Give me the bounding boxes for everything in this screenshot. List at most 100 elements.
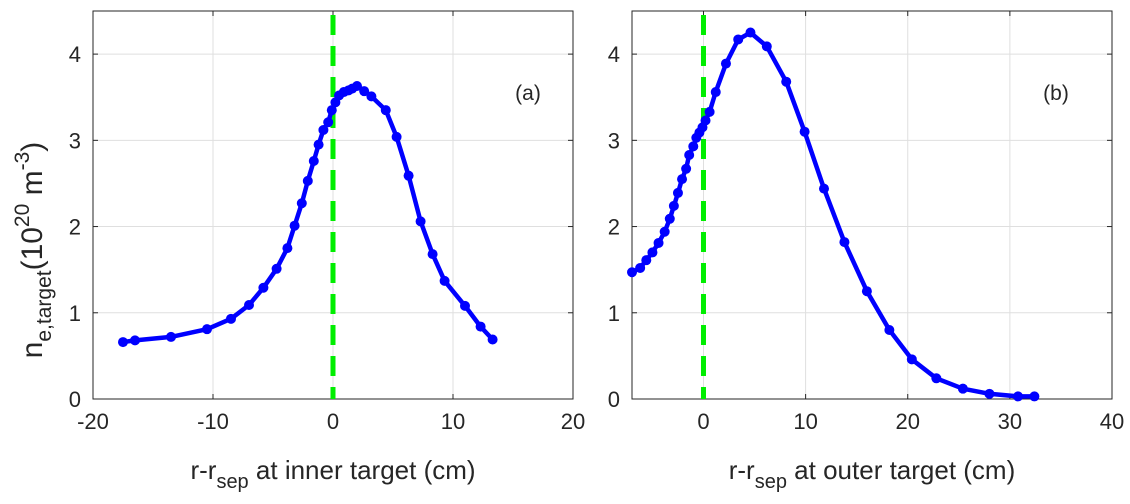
data-point xyxy=(403,170,414,181)
y-tick-label: 3 xyxy=(608,128,620,153)
y-axis-label-unit-close: ) xyxy=(16,142,49,152)
x-axis-label-text: at inner target (cm) xyxy=(249,455,476,485)
data-point xyxy=(352,81,362,92)
data-point xyxy=(475,321,486,332)
data-point xyxy=(861,286,872,297)
x-tick-label: 0 xyxy=(697,409,709,434)
data-point xyxy=(700,115,711,126)
data-point xyxy=(282,243,293,254)
data-point xyxy=(359,86,370,97)
y-tick-label: 4 xyxy=(69,42,81,67)
y-tick-label: 2 xyxy=(69,215,81,240)
y-tick-label: 1 xyxy=(69,301,81,326)
data-point xyxy=(118,337,128,348)
data-point xyxy=(271,263,282,274)
data-point xyxy=(677,174,688,185)
x-tick-label: 20 xyxy=(561,409,585,434)
x-tick-label: 10 xyxy=(793,409,817,434)
data-point xyxy=(487,334,498,345)
data-point xyxy=(681,163,692,174)
data-point xyxy=(226,313,236,324)
y-tick-label: 4 xyxy=(608,42,620,67)
axes-box xyxy=(631,10,1113,400)
data-point xyxy=(244,300,254,311)
data-point xyxy=(391,131,402,142)
data-point xyxy=(302,175,313,186)
data-point xyxy=(647,247,658,258)
x-axis-label-subscript: sep xyxy=(755,471,787,493)
x-axis-label-subscript: sep xyxy=(216,471,248,493)
plot-area xyxy=(632,11,1112,399)
data-point xyxy=(415,216,426,227)
data-point xyxy=(1013,391,1024,402)
data-point xyxy=(308,156,319,167)
x-axis-label-text: at outer target (cm) xyxy=(787,455,1015,485)
data-point xyxy=(931,373,942,384)
data-point xyxy=(839,237,850,248)
data-point xyxy=(704,106,715,117)
data-point xyxy=(289,220,300,231)
x-tick-label: 40 xyxy=(1100,409,1124,434)
data-point xyxy=(659,226,670,237)
panel-a-inner-target-plot: -20 -10 0 10 20 0 1 2 3 4 r-rsep at inner target (… xyxy=(69,10,585,493)
x-axis-label: r-rsep at outer target (cm) xyxy=(729,455,1016,493)
data-point xyxy=(258,282,269,293)
data-point xyxy=(318,124,329,135)
x-tick-label: 30 xyxy=(998,409,1022,434)
y-tick-label: 0 xyxy=(69,387,81,412)
y-axis-label-base: n xyxy=(16,342,49,359)
data-point xyxy=(641,255,652,266)
panel-tag: (b) xyxy=(1043,82,1069,105)
x-tick-label: 10 xyxy=(441,409,465,434)
data-point xyxy=(733,34,744,45)
data-point xyxy=(202,324,212,335)
data-point xyxy=(688,141,699,152)
x-axis-label-text: r-r xyxy=(729,455,755,485)
data-point xyxy=(819,183,829,194)
data-point xyxy=(781,76,792,87)
data-point xyxy=(710,87,721,98)
x-tick-label: 0 xyxy=(327,409,339,434)
data-point xyxy=(166,331,176,342)
data-point xyxy=(460,300,470,311)
y-axis-label-unit-open: (10 xyxy=(16,227,49,270)
data-point xyxy=(761,41,772,52)
y-tick-label: 0 xyxy=(608,387,620,412)
data-point xyxy=(653,237,664,248)
data-point xyxy=(720,58,731,69)
panel-tag: (a) xyxy=(515,82,541,105)
data-point xyxy=(664,213,675,224)
y-axis-label: ne,target(1020 m-3) xyxy=(11,142,56,359)
data-point xyxy=(745,27,756,38)
data-point xyxy=(296,198,307,209)
data-point xyxy=(668,200,679,211)
data-point xyxy=(1029,391,1040,402)
x-axis-label: r-rsep at inner target (cm) xyxy=(190,455,475,493)
data-point xyxy=(380,105,391,116)
data-point xyxy=(130,335,140,346)
data-point xyxy=(984,388,995,399)
data-point xyxy=(627,267,637,278)
data-point xyxy=(684,149,695,160)
x-axis-label-text: r-r xyxy=(190,455,216,485)
data-point xyxy=(635,262,646,273)
data-point xyxy=(884,325,895,336)
panel-b-outer-target-plot: 0 10 20 30 40 0 1 2 3 4 r-rsep at outer target (cm… xyxy=(608,10,1124,493)
y-axis-label-subscript: e,target xyxy=(33,270,56,341)
x-tick-label: -10 xyxy=(197,409,229,434)
data-point xyxy=(957,383,968,394)
y-tick-label: 3 xyxy=(69,128,81,153)
x-tick-label: -20 xyxy=(77,409,109,434)
data-point xyxy=(672,187,683,198)
data-point xyxy=(439,275,450,286)
data-point xyxy=(326,105,337,116)
data-point xyxy=(313,139,324,150)
data-point xyxy=(799,126,810,137)
y-tick-label: 1 xyxy=(608,301,620,326)
y-axis-label-superscript-minus3: -3 xyxy=(11,152,34,171)
y-axis-label-superscript-20: 20 xyxy=(11,204,34,227)
y-tick-label: 2 xyxy=(608,215,620,240)
data-point xyxy=(366,91,377,102)
data-point xyxy=(906,354,917,365)
